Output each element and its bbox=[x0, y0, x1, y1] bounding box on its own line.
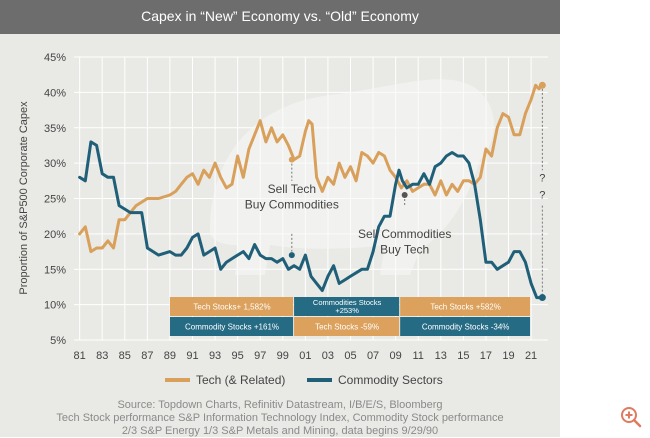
table-cell bbox=[400, 317, 531, 336]
zoom-in-icon[interactable] bbox=[619, 405, 643, 429]
source-note: Source: Topdown Charts, Refinitiv Datast… bbox=[0, 399, 560, 438]
chart-series bbox=[78, 81, 546, 302]
x-tick-label: 15 bbox=[457, 350, 469, 362]
annotation-text: ? bbox=[539, 190, 545, 202]
chart-legend: Tech (& Related) Commodity Sectors bbox=[165, 373, 443, 387]
y-tick-label: 25% bbox=[44, 194, 66, 206]
legend-label-commodity: Commodity Sectors bbox=[338, 373, 443, 387]
table-cell bbox=[400, 297, 531, 316]
x-tick-label: 17 bbox=[480, 350, 492, 362]
annotation-text: Sell Commodities bbox=[358, 227, 451, 241]
x-tick-label: 19 bbox=[502, 350, 514, 362]
x-tick-label: 03 bbox=[322, 350, 334, 362]
x-tick-label: 83 bbox=[96, 350, 108, 362]
y-tick-label: 40% bbox=[44, 87, 66, 99]
bison-watermark bbox=[210, 79, 494, 275]
annotation-text: Sell Tech bbox=[268, 182, 316, 196]
x-tick-label: 01 bbox=[299, 350, 311, 362]
table-cell bbox=[294, 297, 400, 316]
y-tick-label: 45% bbox=[44, 52, 66, 64]
source-line-3: 2/3 S&P Energy 1/3 S&P Metals and Mining… bbox=[121, 425, 439, 437]
source-line-1: Source: Topdown Charts, Refinitiv Datast… bbox=[117, 399, 443, 411]
x-tick-label: 95 bbox=[232, 350, 244, 362]
table-cell bbox=[294, 317, 400, 336]
table-cell-text: +253% bbox=[335, 306, 359, 315]
y-axis-label: Proportion of S&P500 Corporate Capex bbox=[18, 101, 30, 295]
x-axis: 81 83 85 87 89 91 93 95 97 99 01 03 05 07 09 11 13 15 17 19… bbox=[74, 350, 538, 362]
marker-point-sell-commodities bbox=[401, 191, 408, 198]
x-tick-label: 05 bbox=[344, 350, 356, 362]
table-cell-text: Commodities Stocks bbox=[313, 298, 382, 307]
chart-header: Capex in “New” Economy vs. “Old” Economy bbox=[0, 0, 560, 34]
series-line-commodity bbox=[78, 140, 544, 300]
table-cell bbox=[169, 297, 294, 316]
series-line-tech bbox=[78, 83, 544, 254]
series-end-point-tech bbox=[538, 81, 546, 89]
x-tick-label: 87 bbox=[141, 350, 153, 362]
performance-table: Tech Stocks+ 1,582% Commodities Stocks+25… bbox=[169, 297, 531, 336]
y-axis: 5% 10% 15% 20% 25% 30% 35% 40% 45% bbox=[44, 52, 66, 347]
x-tick-label: 21 bbox=[525, 350, 537, 362]
x-tick-label: 11 bbox=[413, 350, 424, 362]
marker-point-sell-tech bbox=[288, 156, 295, 163]
x-tick-label: 81 bbox=[74, 350, 86, 362]
table-cell-text: Tech Stocks -59% bbox=[315, 323, 379, 332]
annotation-text: ? bbox=[539, 173, 545, 185]
y-tick-label: 30% bbox=[44, 158, 66, 170]
x-tick-label: 09 bbox=[390, 350, 402, 362]
x-tick-label: 99 bbox=[277, 350, 289, 362]
x-tick-label: 91 bbox=[186, 350, 198, 362]
y-tick-label: 35% bbox=[44, 123, 66, 135]
chart-title: Capex in “New” Economy vs. “Old” Economy bbox=[141, 8, 419, 24]
source-line-2: Tech Stock performance S&P Information T… bbox=[56, 412, 504, 424]
x-tick-label: 13 bbox=[435, 350, 447, 362]
y-tick-label: 15% bbox=[44, 264, 66, 276]
x-tick-label: 89 bbox=[164, 350, 176, 362]
annotation-text: Buy Commodities bbox=[245, 197, 339, 211]
annotation-text: Buy Tech bbox=[380, 243, 429, 257]
x-tick-label: 85 bbox=[119, 350, 131, 362]
table-cell bbox=[169, 317, 294, 336]
y-tick-label: 20% bbox=[44, 229, 66, 241]
series-end-point-commodity bbox=[538, 294, 546, 302]
x-tick-label: 97 bbox=[254, 350, 266, 362]
annotation-markers bbox=[288, 88, 543, 295]
marker-point-buy-commodities bbox=[288, 252, 295, 259]
table-cell-text: Commodity Stocks +161% bbox=[185, 323, 279, 332]
y-tick-label: 10% bbox=[44, 300, 66, 312]
x-tick-label: 93 bbox=[209, 350, 221, 362]
table-cell-text: Tech Stocks+ 1,582% bbox=[193, 303, 270, 312]
legend-label-tech: Tech (& Related) bbox=[196, 373, 285, 387]
y-tick-label: 5% bbox=[50, 335, 66, 347]
x-tick-label: 07 bbox=[367, 350, 379, 362]
table-cell-text: Commodity Stocks -34% bbox=[422, 323, 510, 332]
table-cell-text: Tech Stocks +582% bbox=[430, 303, 500, 312]
